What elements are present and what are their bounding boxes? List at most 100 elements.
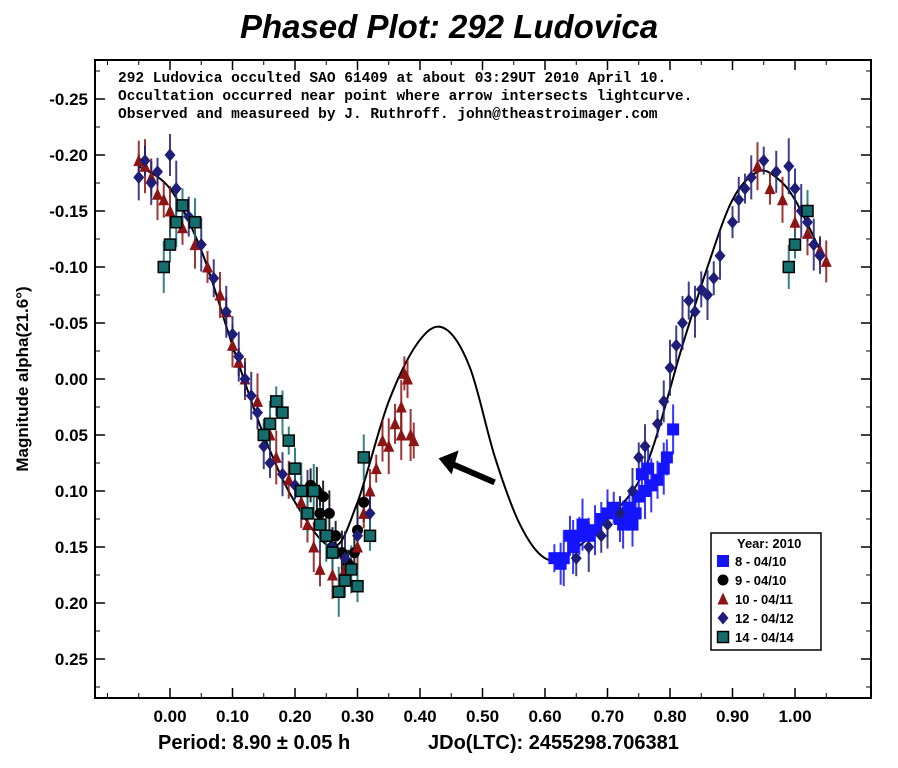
x-tick-label: 0.30 (341, 707, 374, 726)
data-point (295, 495, 307, 508)
data-point (570, 551, 582, 565)
data-point (270, 450, 282, 463)
data-point (633, 450, 645, 464)
occultation-arrow (438, 450, 496, 486)
legend-label: 9 - 04/10 (735, 573, 786, 588)
data-point (627, 484, 638, 498)
data-point (257, 428, 270, 442)
y-tick-label: 0.25 (55, 650, 88, 669)
data-point (758, 154, 770, 168)
epoch-label: JDo(LTC): 2455298.706381 (428, 732, 679, 754)
data-point (801, 204, 814, 218)
legend-marker (717, 611, 729, 625)
data-point (635, 468, 648, 481)
annotation-block: 292 Ludovica occulted SAO 61409 at about… (118, 71, 692, 123)
data-point (352, 540, 363, 553)
data-point (158, 193, 170, 206)
data-point (252, 394, 263, 407)
data-point (163, 238, 177, 251)
data-point (320, 529, 333, 543)
arrow-head (438, 450, 459, 475)
y-tick-label: -0.05 (49, 314, 88, 333)
data-point (651, 473, 664, 486)
x-tick-label: 0.20 (278, 707, 311, 726)
y-tick-label: 0.10 (55, 482, 88, 501)
data-point (567, 541, 580, 553)
data-point (733, 193, 745, 207)
data-point (330, 530, 342, 542)
data-point (408, 434, 420, 447)
data-point (667, 423, 680, 436)
y-tick-label: 0.05 (55, 426, 88, 445)
data-point (338, 574, 352, 587)
x-tick-label: 0.70 (591, 707, 624, 726)
x-tick-label: 0.80 (653, 707, 686, 726)
data-point (220, 305, 232, 319)
legend-label: 12 - 04/12 (735, 611, 794, 626)
data-point (157, 260, 170, 274)
data-point (314, 562, 326, 575)
data-point (808, 238, 820, 252)
data-point (282, 434, 295, 447)
data-point (245, 389, 257, 403)
data-point (295, 484, 308, 498)
data-point (270, 395, 283, 408)
data-point (227, 327, 238, 341)
y-tick-label: -0.20 (49, 146, 88, 165)
data-point (264, 456, 276, 470)
legend-marker (716, 630, 730, 644)
data-point (789, 215, 801, 228)
data-point (683, 294, 695, 308)
data-point (595, 529, 607, 543)
x-tick-label: 0.90 (716, 707, 749, 726)
data-point (614, 506, 626, 520)
y-axis-label: Magnitude alpha(21.6°) (13, 286, 32, 471)
legend-marker (717, 574, 729, 586)
data-point (351, 579, 364, 593)
data-point (764, 182, 776, 195)
legend-title: Year: 2010 (737, 536, 801, 551)
data-point (576, 518, 589, 531)
x-tick-label: 0.10 (216, 707, 249, 726)
data-point (358, 506, 370, 519)
data-point (233, 350, 245, 364)
data-point (363, 529, 377, 543)
data-point (364, 484, 376, 497)
legend: Year: 2010 8 - 04/10 9 - 04/10 10 - 04/11 12… (710, 532, 822, 651)
data-point (727, 215, 738, 229)
data-point (689, 305, 701, 319)
data-point (170, 182, 182, 196)
fit-curve (138, 165, 821, 562)
data-point (383, 439, 395, 452)
data-point (657, 462, 670, 475)
data-point (820, 254, 832, 267)
x-tick-label: 0.50 (466, 707, 499, 726)
data-point (788, 238, 802, 251)
y-tick-label: 0.00 (55, 370, 88, 389)
data-point (283, 473, 295, 486)
data-point (314, 507, 326, 519)
legend-label: 14 - 04/14 (735, 630, 794, 645)
data-point (370, 462, 382, 475)
data-point (252, 406, 263, 420)
data-point (323, 507, 335, 519)
data-point (307, 484, 320, 498)
period-label: Period: 8.90 ± 0.05 h (158, 732, 351, 754)
data-point (395, 428, 407, 441)
data-point (133, 154, 145, 167)
data-point (789, 182, 801, 196)
data-point (352, 529, 363, 543)
data-point (152, 187, 163, 200)
data-point (263, 417, 277, 431)
data-point (782, 260, 795, 274)
data-point (658, 394, 670, 408)
data-point (327, 568, 338, 581)
data-point (639, 439, 651, 453)
data-point (345, 563, 358, 576)
data-point (317, 491, 329, 503)
data-point (660, 451, 673, 464)
x-axis: 0.00 0.10 0.20 0.30 0.40 0.50 0.60 0.70 0.80 0.90… (107, 60, 827, 726)
data-point (326, 546, 339, 559)
data-point (202, 260, 213, 273)
data-point (752, 159, 763, 172)
